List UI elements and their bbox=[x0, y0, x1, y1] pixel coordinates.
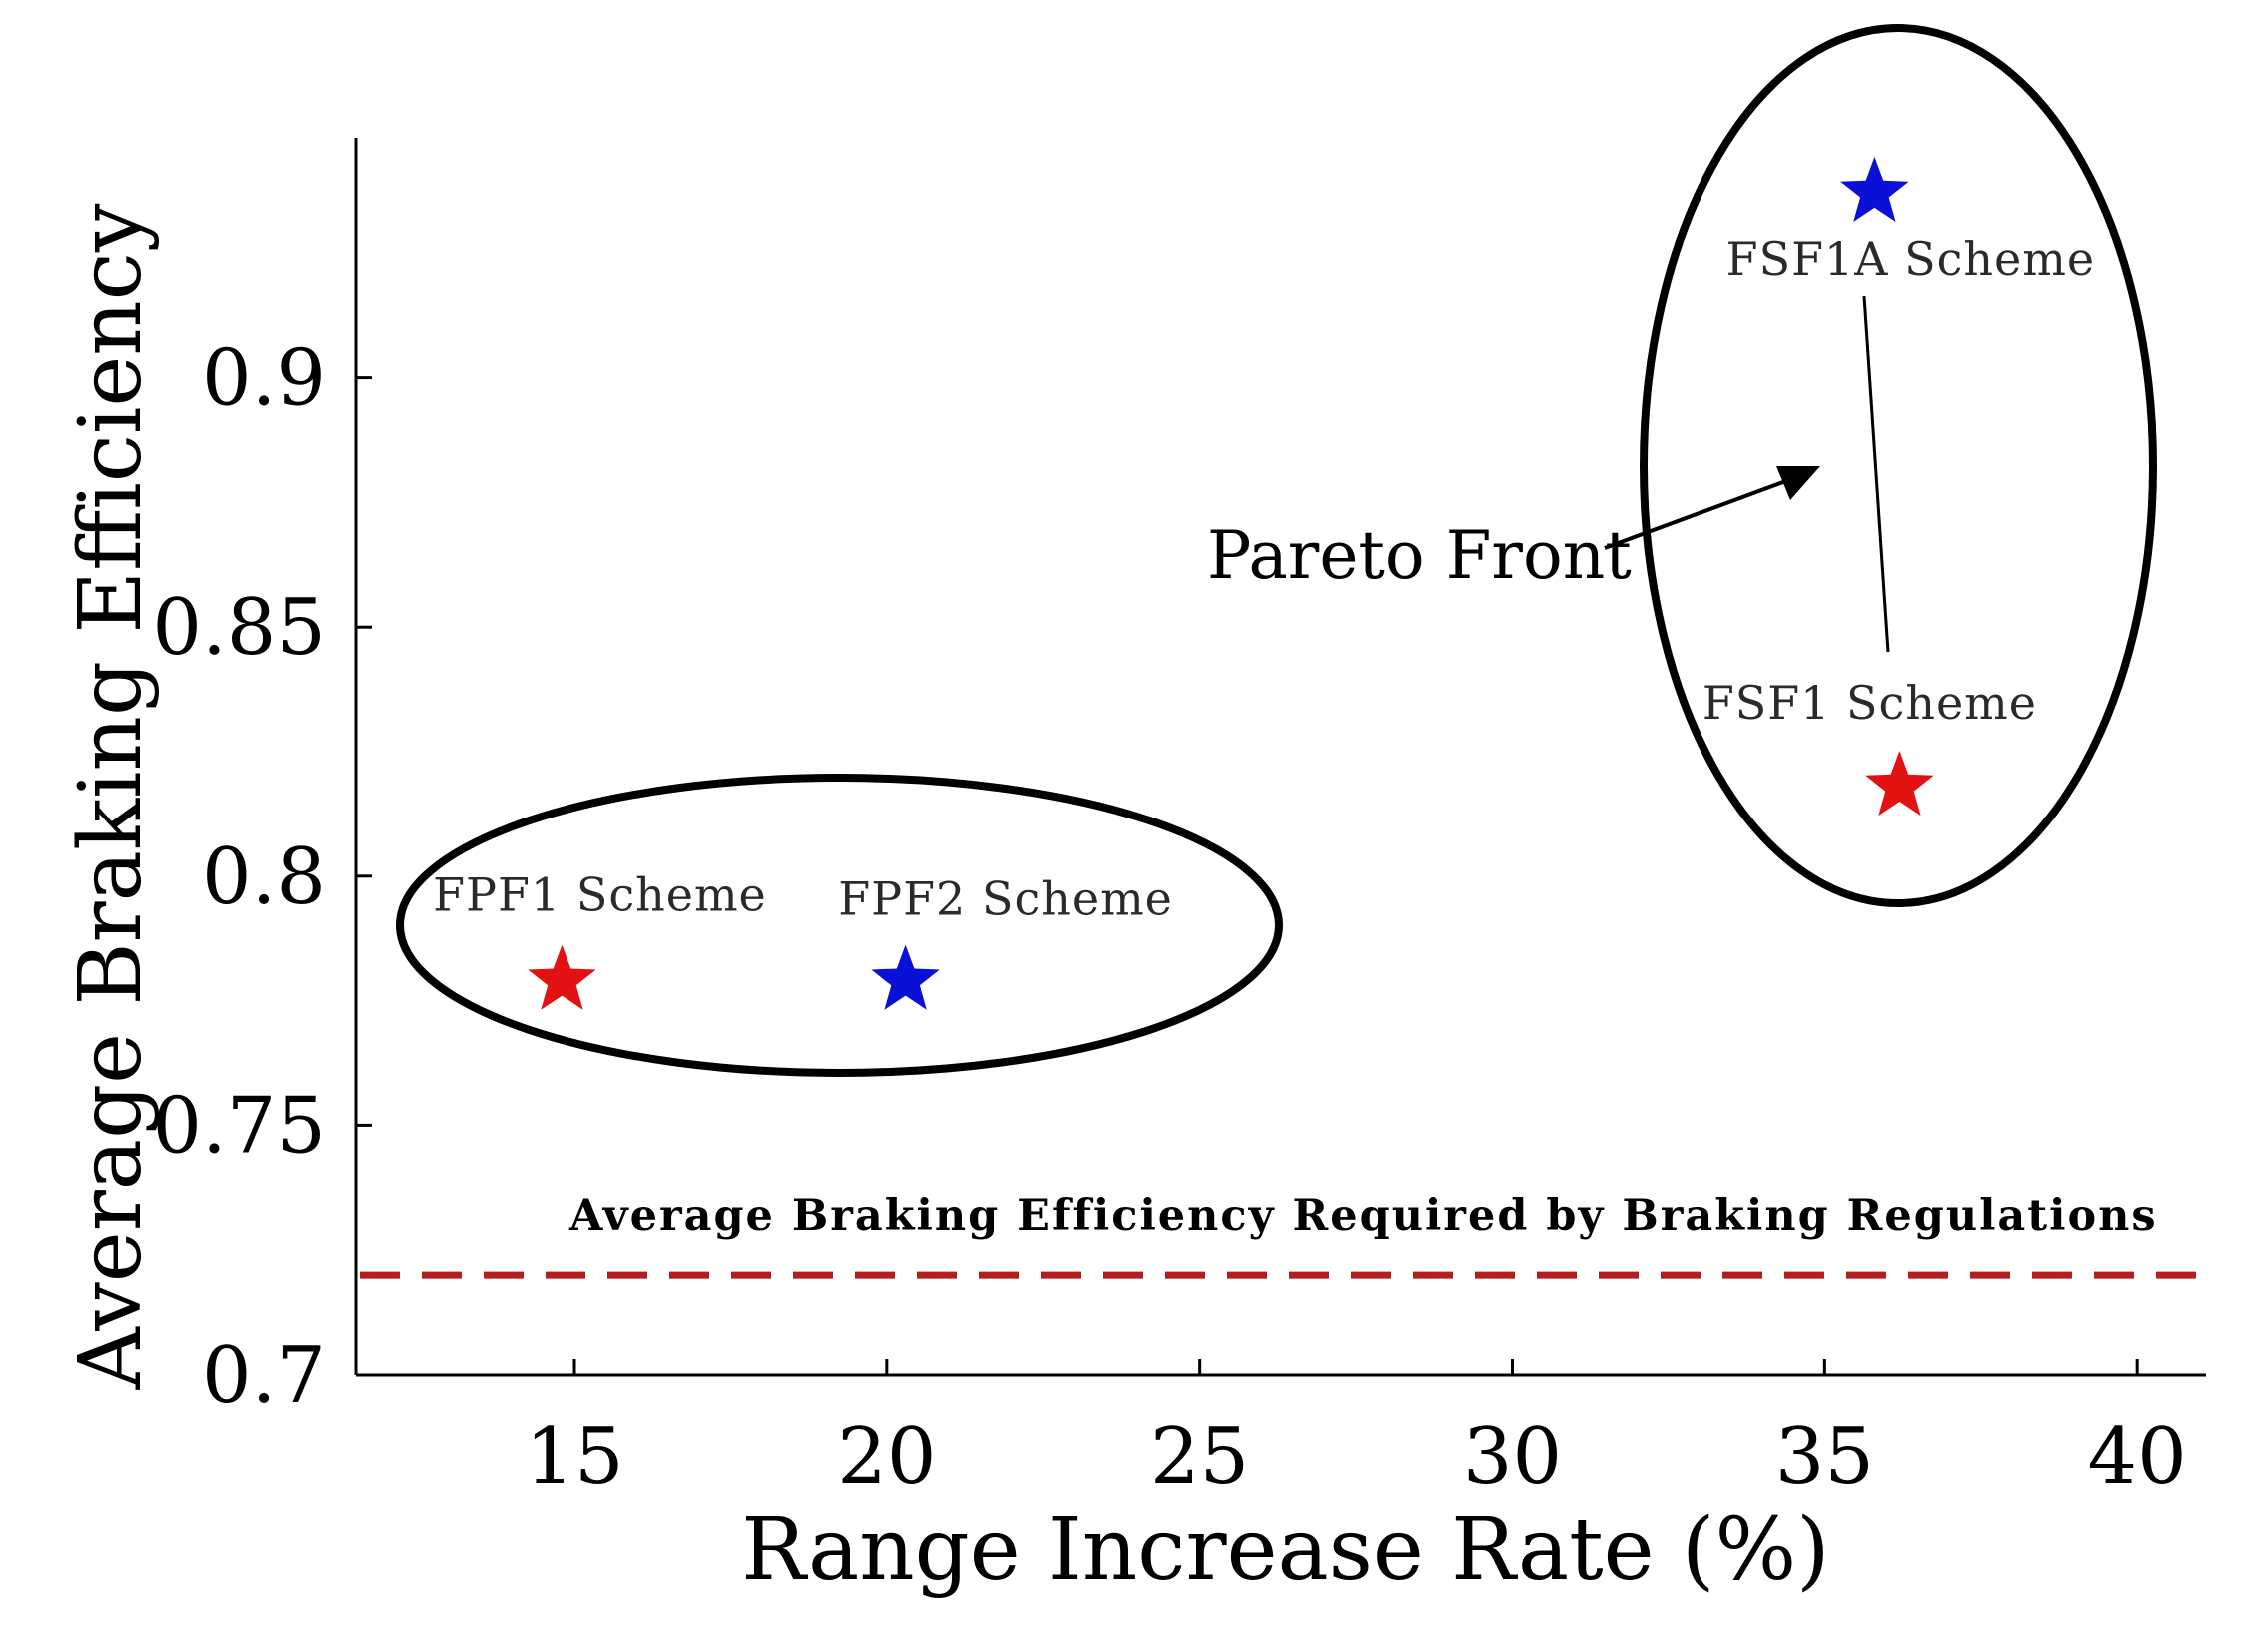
fpf1-scheme-label: FPF1 Scheme bbox=[433, 868, 767, 922]
point-labels: FPF1 Scheme FPF2 Scheme FSF1A Scheme FSF1 S… bbox=[433, 232, 2095, 926]
pareto-front-line bbox=[1862, 295, 1890, 653]
fpf1-scheme-star-point bbox=[528, 944, 596, 1010]
fpf2-scheme-star-point bbox=[871, 944, 940, 1010]
y-tick-label: 0.9 bbox=[202, 334, 326, 424]
x-tick-label: 35 bbox=[1775, 1412, 1874, 1502]
group-ellipses bbox=[396, 24, 2157, 1077]
data-points bbox=[528, 156, 1934, 1010]
axes: 0.7 0.75 0.8 0.85 0.9 15 20 25 30 35 40 Range Incre… bbox=[61, 138, 2206, 1600]
annotations: Pareto Front bbox=[1207, 295, 1890, 653]
y-axis-title: Average Braking Efficiency bbox=[61, 203, 161, 1390]
x-axis-title: Range Increase Rate (%) bbox=[741, 1500, 1829, 1600]
pareto-arrow-shaft bbox=[1604, 470, 1811, 550]
x-tick-label: 30 bbox=[1463, 1412, 1562, 1502]
y-tick-label: 0.7 bbox=[202, 1331, 326, 1421]
fpf2-scheme-label: FPF2 Scheme bbox=[838, 872, 1173, 926]
y-tick-label: 0.8 bbox=[202, 832, 326, 922]
front-group-ellipse bbox=[396, 774, 1283, 1077]
regulation-label: Average Braking Efficiency Required by B… bbox=[568, 1191, 2158, 1241]
y-tick-label: 0.75 bbox=[152, 1081, 326, 1171]
fsf1-scheme-label: FSF1 Scheme bbox=[1702, 676, 2037, 730]
y-tick-label: 0.85 bbox=[152, 583, 326, 673]
x-tick-label: 15 bbox=[525, 1412, 623, 1502]
fsf1a-scheme-star-point bbox=[1840, 156, 1909, 222]
pareto-arrow-head bbox=[1776, 466, 1820, 500]
x-tick-label: 40 bbox=[2088, 1412, 2187, 1502]
fsf1-scheme-star-point bbox=[1865, 751, 1934, 817]
x-tick-label: 25 bbox=[1150, 1412, 1249, 1502]
fsf1a-scheme-label: FSF1A Scheme bbox=[1726, 232, 2095, 286]
x-tick-label: 20 bbox=[837, 1412, 936, 1502]
rear-group-ellipse bbox=[1640, 24, 2157, 907]
pareto-front-label: Pareto Front bbox=[1207, 517, 1632, 594]
